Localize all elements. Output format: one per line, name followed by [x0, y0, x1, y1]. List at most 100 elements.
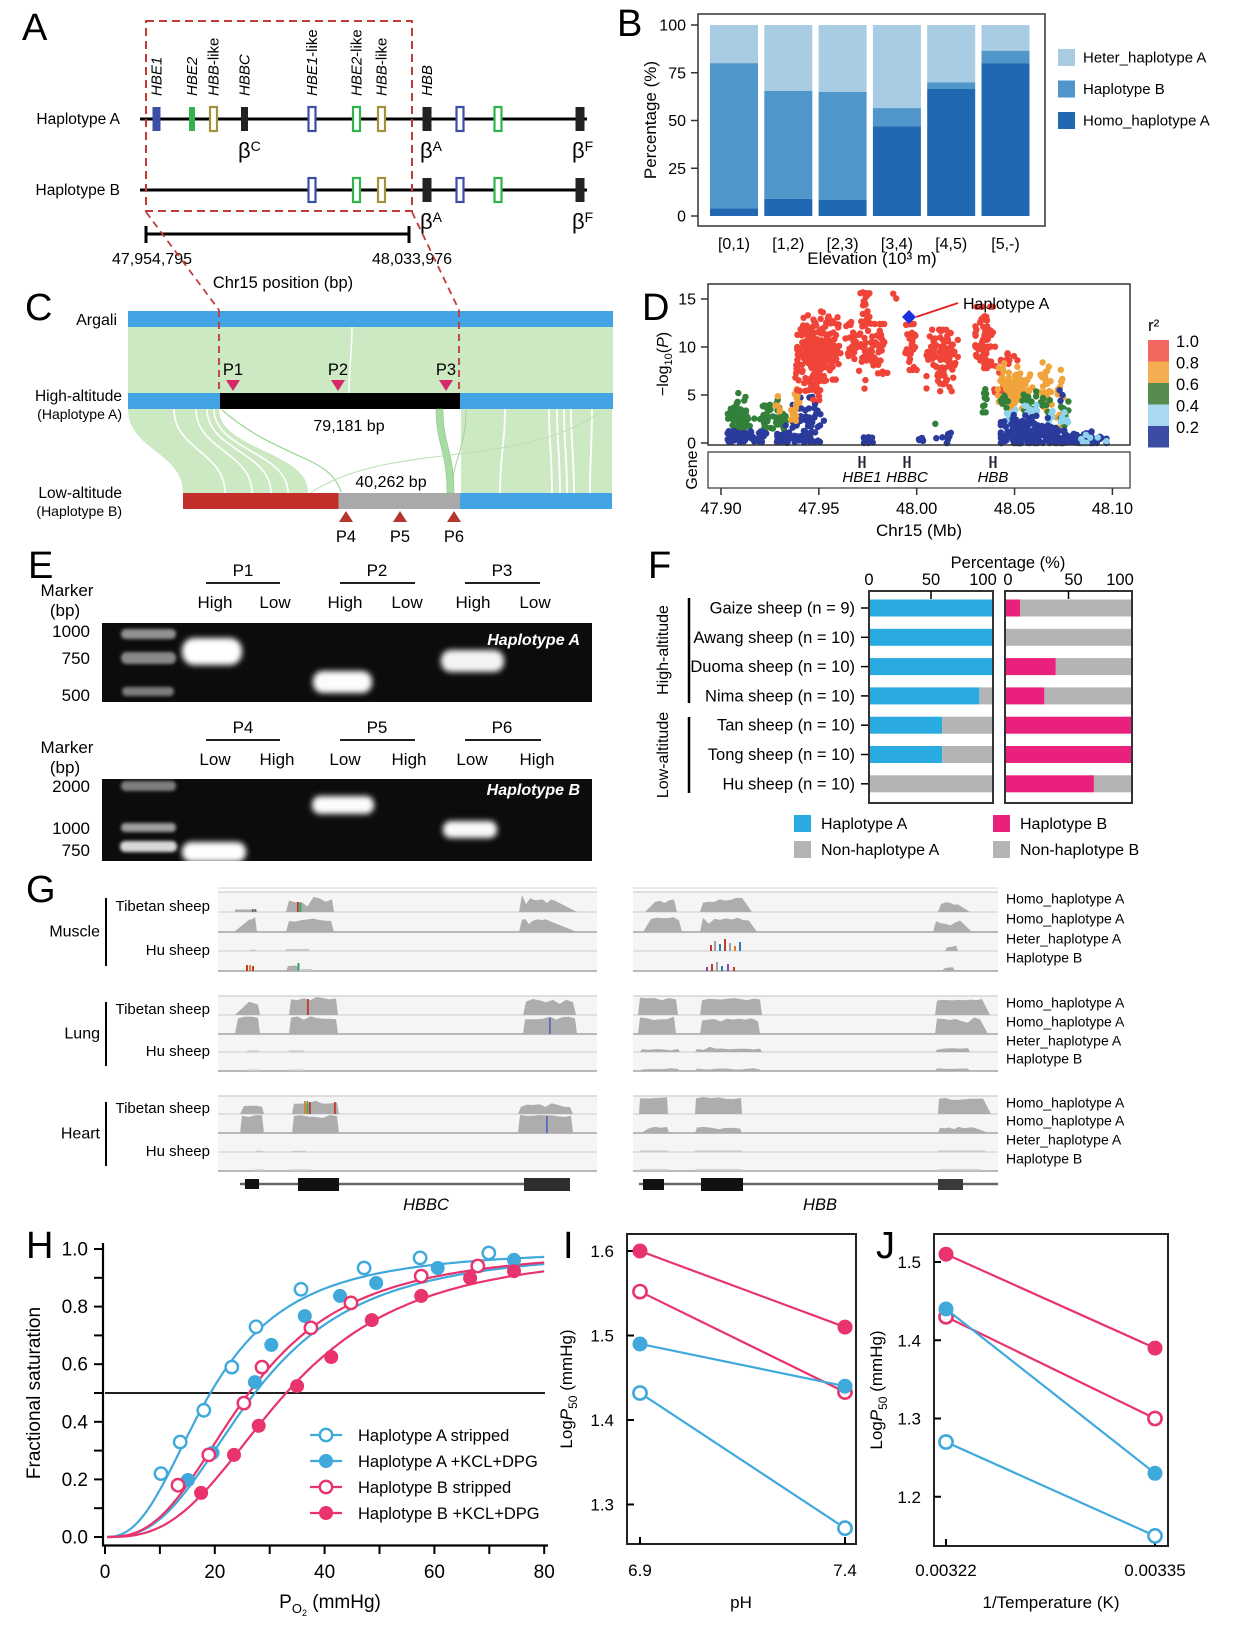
svg-text:Tan sheep (n = 10): Tan sheep (n = 10) — [717, 717, 855, 735]
svg-text:0.6: 0.6 — [1176, 376, 1199, 394]
svg-text:High: High — [392, 750, 427, 769]
svg-text:0.8: 0.8 — [62, 1297, 88, 1318]
svg-text:7.4: 7.4 — [833, 1561, 857, 1580]
svg-text:Percentage (%): Percentage (%) — [951, 554, 1066, 572]
svg-text:P6: P6 — [444, 528, 464, 546]
svg-text:−log10(P): −log10(P) — [655, 332, 675, 396]
svg-text:Non-haplotype A: Non-haplotype A — [821, 842, 940, 859]
svg-text:Heter_haplotype A: Heter_haplotype A — [1006, 1033, 1122, 1049]
svg-text:2000: 2000 — [52, 777, 90, 796]
svg-text:75: 75 — [668, 65, 686, 82]
svg-text:47.95: 47.95 — [798, 500, 839, 518]
svg-text:Haplotype B: Haplotype B — [487, 782, 580, 799]
svg-text:60: 60 — [424, 1562, 445, 1583]
svg-text:High: High — [520, 750, 555, 769]
svg-text:Marker: Marker — [41, 738, 94, 757]
svg-text:48.00: 48.00 — [896, 500, 937, 518]
svg-text:80: 80 — [534, 1562, 555, 1583]
svg-text:40: 40 — [314, 1562, 335, 1583]
svg-text:High: High — [456, 593, 491, 612]
svg-text:500: 500 — [62, 686, 90, 705]
svg-text:Low: Low — [329, 750, 361, 769]
svg-text:HBE2-like: HBE2-like — [349, 29, 366, 96]
svg-text:(bp): (bp) — [50, 758, 80, 777]
svg-text:C: C — [25, 287, 52, 329]
svg-text:Duoma sheep (n = 10): Duoma sheep (n = 10) — [690, 658, 855, 676]
svg-text:1.5: 1.5 — [897, 1253, 921, 1272]
svg-text:Gene: Gene — [684, 450, 701, 489]
svg-text:Heart: Heart — [61, 1126, 101, 1143]
svg-text:Homo_haplotype A: Homo_haplotype A — [1006, 1014, 1125, 1030]
svg-text:Muscle: Muscle — [49, 924, 100, 941]
svg-text:48.10: 48.10 — [1092, 500, 1133, 518]
svg-text:HBBC: HBBC — [403, 1196, 449, 1214]
svg-text:P1: P1 — [233, 561, 254, 580]
svg-text:P2: P2 — [328, 361, 348, 379]
svg-text:Homo_haplotype A: Homo_haplotype A — [1006, 995, 1125, 1011]
svg-text:[0,1): [0,1) — [718, 236, 750, 253]
svg-text:Homo_haplotype A: Homo_haplotype A — [1006, 1095, 1125, 1111]
svg-text:1.6: 1.6 — [590, 1242, 614, 1261]
svg-text:HBB: HBB — [419, 65, 436, 96]
svg-text:Haplotype A: Haplotype A — [963, 296, 1050, 313]
svg-text:P1: P1 — [223, 361, 243, 379]
svg-text:1.4: 1.4 — [590, 1411, 614, 1430]
svg-text:A: A — [22, 7, 48, 49]
svg-text:P6: P6 — [492, 718, 513, 737]
svg-text:Low: Low — [391, 593, 423, 612]
svg-text:0: 0 — [687, 436, 696, 453]
svg-text:Haplotype B stripped: Haplotype B stripped — [358, 1479, 511, 1497]
svg-text:Haplotype A: Haplotype A — [36, 111, 120, 128]
svg-text:E: E — [28, 545, 53, 587]
svg-text:6.9: 6.9 — [628, 1561, 652, 1580]
svg-text:P4: P4 — [233, 718, 254, 737]
svg-text:20: 20 — [204, 1562, 225, 1583]
svg-text:1.4: 1.4 — [897, 1331, 921, 1350]
svg-text:1.3: 1.3 — [897, 1410, 921, 1429]
svg-text:Chr15 position (bp): Chr15 position (bp) — [213, 274, 353, 292]
svg-text:[5,-): [5,-) — [991, 236, 1019, 253]
svg-text:Nima sheep (n = 10): Nima sheep (n = 10) — [705, 687, 855, 705]
svg-text:Hu sheep: Hu sheep — [146, 1143, 210, 1160]
svg-text:Homo_haplotype A: Homo_haplotype A — [1006, 1113, 1125, 1129]
svg-text:1.5: 1.5 — [590, 1327, 614, 1346]
svg-text:pH: pH — [730, 1593, 752, 1612]
svg-text:Tibetan sheep: Tibetan sheep — [115, 898, 210, 915]
svg-text:HBBC: HBBC — [886, 469, 928, 486]
svg-text:[2,3): [2,3) — [827, 236, 859, 253]
svg-text:Heter_haplotype A: Heter_haplotype A — [1006, 931, 1122, 947]
svg-text:P5: P5 — [390, 528, 410, 546]
svg-text:0.2: 0.2 — [62, 1470, 88, 1491]
svg-text:Low: Low — [259, 593, 291, 612]
svg-text:Heter_haplotype A: Heter_haplotype A — [1083, 50, 1206, 67]
svg-text:(bp): (bp) — [50, 601, 80, 620]
svg-text:P2: P2 — [367, 561, 388, 580]
svg-text:LogP50 (mmHg): LogP50 (mmHg) — [557, 1329, 580, 1448]
svg-text:Low: Low — [456, 750, 488, 769]
svg-text:Homo_haplotype A: Homo_haplotype A — [1006, 891, 1125, 907]
svg-text:High-altitude: High-altitude — [35, 388, 122, 405]
svg-text:0.4: 0.4 — [1176, 398, 1199, 416]
svg-text:LogP50 (mmHg): LogP50 (mmHg) — [867, 1330, 890, 1449]
svg-text:Gaize sheep (n = 9): Gaize sheep (n = 9) — [710, 600, 855, 618]
svg-text:Haplotype A stripped: Haplotype A stripped — [358, 1427, 509, 1445]
svg-text:Tibetan sheep: Tibetan sheep — [115, 1100, 210, 1117]
svg-text:Fractional saturation: Fractional saturation — [24, 1307, 45, 1479]
svg-text:High: High — [260, 750, 295, 769]
svg-text:Marker: Marker — [41, 581, 94, 600]
svg-text:(Haplotype A): (Haplotype A) — [37, 406, 122, 422]
svg-text:10: 10 — [678, 340, 696, 357]
svg-text:Hu sheep (n = 10): Hu sheep (n = 10) — [722, 775, 855, 793]
svg-text:1.2: 1.2 — [897, 1488, 921, 1507]
svg-text:1.3: 1.3 — [590, 1496, 614, 1515]
svg-text:0.6: 0.6 — [62, 1355, 88, 1376]
svg-text:(Haplotype B): (Haplotype B) — [36, 503, 122, 519]
svg-text:79,181 bp: 79,181 bp — [313, 418, 384, 435]
svg-text:[1,2): [1,2) — [772, 236, 804, 253]
svg-text:Awang sheep (n = 10): Awang sheep (n = 10) — [693, 629, 855, 647]
svg-text:J: J — [876, 1225, 895, 1267]
svg-text:Lung: Lung — [64, 1026, 100, 1043]
svg-text:15: 15 — [678, 292, 696, 309]
svg-text:HBE2: HBE2 — [184, 56, 201, 96]
svg-text:Haplotype A +KCL+DPG: Haplotype A +KCL+DPG — [358, 1453, 538, 1471]
